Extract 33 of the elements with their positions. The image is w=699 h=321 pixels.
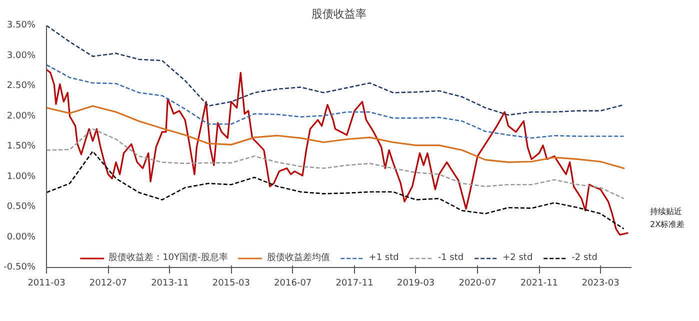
line-series: [46, 64, 624, 139]
legend-label: -2 std: [572, 252, 598, 262]
y-tick-label: 0.00%: [6, 232, 36, 242]
y-tick-label: 3.00%: [6, 50, 36, 61]
x-tick-label: 2021-11: [520, 278, 558, 288]
x-tick-label: 2020-07: [458, 278, 496, 288]
x-tick-label: 2013-11: [151, 278, 189, 288]
text: 持续贴近 2X标准差: [650, 206, 685, 231]
y-tick-label: 1.00%: [6, 172, 36, 182]
x-tick-label: 2015-03: [212, 278, 250, 288]
x-tick-label: 2011-03: [28, 278, 66, 288]
chart-title: 股债收益率: [312, 8, 366, 20]
x-tick-label: 2016-07: [274, 278, 312, 288]
y-tick-label: -0.50%: [4, 262, 36, 272]
legend-label: -1 std: [438, 252, 464, 262]
legend-label: +2 std: [502, 252, 533, 262]
y-tick-label: 0.50%: [6, 202, 36, 212]
line-series: [46, 128, 624, 200]
line-series: [46, 26, 624, 116]
x-tick-label: 2023-03: [582, 278, 620, 288]
legend-label: +1 std: [368, 252, 399, 262]
x-tick-label: 2017-11: [336, 278, 374, 288]
y-tick-label: 1.50%: [6, 142, 36, 152]
y-tick-label: 2.50%: [6, 81, 36, 91]
x-tick-label: 2012-07: [89, 278, 127, 288]
line-series: [46, 150, 624, 230]
legend-label: 股债收益差：10Y国债-股息率: [108, 252, 228, 264]
legend-label: 股债收益差均值: [266, 252, 330, 264]
y-tick-label: 2.00%: [6, 111, 36, 122]
line-series: [46, 105, 625, 170]
x-tick-label: 2019-03: [397, 278, 435, 288]
line-series: [46, 68, 628, 236]
y-tick-label: 3.50%: [6, 20, 36, 30]
